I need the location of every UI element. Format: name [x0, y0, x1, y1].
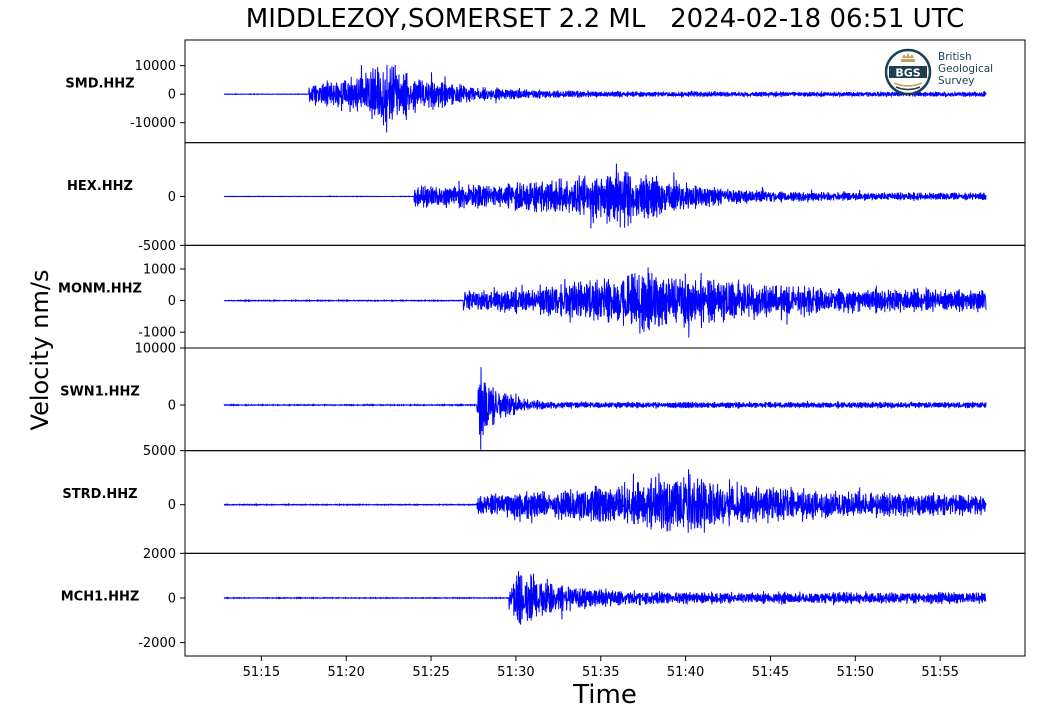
x-tick-label: 51:40 [667, 665, 704, 680]
panel-frame [184, 552, 1026, 657]
x-tick-label: 51:30 [497, 665, 534, 680]
bgs-crest-icon: BGS [884, 48, 932, 96]
x-tick-label: 51:25 [412, 665, 449, 680]
y-tick-label: -5000 [138, 239, 176, 254]
trace-panel: 10000 0 -10000 SMD.HHZ [65, 39, 1026, 144]
y-tick-label: 5000 [143, 444, 176, 459]
y-tick-label: 1000 [143, 263, 176, 278]
y-tick-label: 0 [168, 498, 176, 513]
trace-panel: 5000 0 STRD.HHZ [62, 444, 1026, 554]
y-tick-label: 0 [168, 190, 176, 205]
y-tick-label: 0 [168, 88, 176, 103]
x-axis-label: Time [573, 680, 637, 710]
station-label: STRD.HHZ [62, 487, 137, 502]
waveform-trace [223, 64, 987, 133]
trace-panel: 10000 0 SWN1.HHZ [60, 342, 1026, 452]
logo-text-line: Survey [938, 75, 975, 87]
x-tick-label: 51:20 [327, 665, 364, 680]
x-tick-label: 51:45 [752, 665, 789, 680]
trace-panel: 0 -5000 HEX.HHZ [67, 142, 1026, 254]
x-tick-label: 51:55 [921, 665, 958, 680]
logo-abbr: BGS [895, 67, 920, 80]
x-tick-label: 51:35 [582, 665, 619, 680]
y-tick-label: 0 [168, 399, 176, 414]
waveform-trace [224, 267, 987, 338]
y-tick-label: 0 [168, 591, 176, 606]
trace-panel: 2000 0 -2000 MCH1.HHZ [61, 547, 1026, 657]
station-label: MONM.HHZ [58, 282, 142, 297]
panel-frame [184, 347, 1026, 452]
logo-text-line: British [938, 51, 972, 63]
chart-title: MIDDLEZOY,SOMERSET 2.2 ML 2024-02-18 06:… [245, 4, 965, 34]
x-axis: 51:15 51:20 51:25 51:30 51:35 51:40 51:45 51:50… [243, 656, 959, 680]
waveform-trace [223, 163, 987, 229]
station-label: SWN1.HHZ [60, 384, 140, 399]
station-label: HEX.HHZ [67, 179, 133, 194]
x-tick-label: 51:50 [837, 665, 874, 680]
y-tick-label: 2000 [143, 547, 176, 562]
bgs-logo: BGS British Geological Survey [884, 47, 1004, 97]
waveform-trace [223, 367, 987, 450]
waveform-trace [223, 469, 987, 533]
y-tick-label: -10000 [130, 116, 176, 131]
waveform-trace [223, 571, 987, 625]
logo-text: British Geological Survey [938, 51, 993, 87]
y-tick-label: -1000 [138, 326, 176, 341]
trace-panel: 1000 0 -1000 MONM.HHZ [58, 244, 1026, 349]
y-tick-label: 10000 [135, 59, 176, 74]
station-label: SMD.HHZ [65, 76, 134, 91]
station-label: MCH1.HHZ [61, 590, 140, 605]
y-tick-label: 10000 [135, 342, 176, 357]
x-tick-label: 51:15 [243, 665, 280, 680]
logo-text-line: Geological [938, 63, 994, 75]
y-tick-label: -2000 [138, 636, 176, 651]
y-tick-label: 0 [168, 294, 176, 309]
